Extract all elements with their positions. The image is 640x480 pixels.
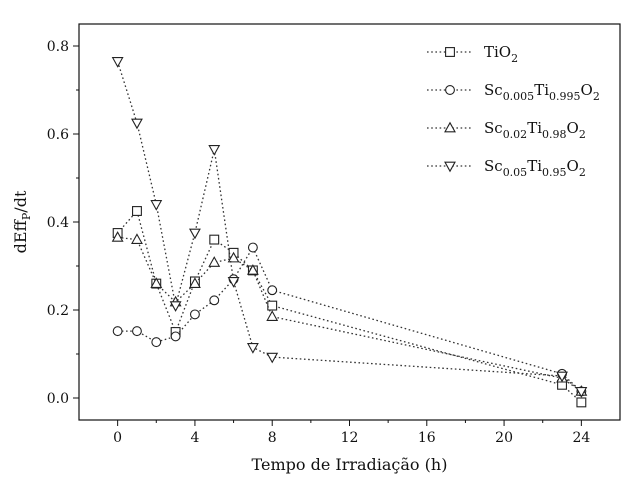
data-point-circle <box>247 242 258 253</box>
data-point-square <box>209 234 220 245</box>
series-line <box>117 236 582 392</box>
legend-entry: TiO2 <box>427 43 518 65</box>
legend-label-part: 0.95 <box>542 166 567 179</box>
data-point-triangle-up <box>188 277 201 288</box>
series-3 <box>111 57 588 398</box>
data-point-circle <box>151 337 162 348</box>
legend-label-part: 0.05 <box>503 166 528 179</box>
series-0 <box>112 206 587 408</box>
data-point-circle <box>189 309 200 320</box>
series-line <box>117 246 582 392</box>
y-tick-label: 0.6 <box>47 127 69 143</box>
data-point-square <box>267 300 278 311</box>
x-tick-label: 8 <box>268 430 277 446</box>
legend-label-part: 2 <box>593 90 600 103</box>
data-point-triangle-up <box>444 121 456 133</box>
series-line <box>116 61 582 392</box>
legend-label-part: Sc <box>484 119 503 137</box>
x-tick-label: 16 <box>418 430 436 446</box>
data-point-triangle-down <box>150 200 163 211</box>
legend-label-part: Ti <box>534 81 549 99</box>
legend-label: Sc0.02Ti0.98O2 <box>484 119 586 141</box>
data-point-circle <box>267 285 278 296</box>
y-axis-title-subscript: P <box>20 212 33 220</box>
x-tick-label: 24 <box>572 430 590 446</box>
legend-label-part: 2 <box>579 166 586 179</box>
data-point-circle <box>112 326 123 337</box>
x-tick-label: 0 <box>113 430 122 446</box>
y-tick-label: 0.2 <box>47 303 69 319</box>
data-point-triangle-down <box>111 57 124 68</box>
y-tick-label: 0.0 <box>47 391 69 407</box>
data-point-circle <box>170 331 181 342</box>
data-point-triangle-down <box>444 161 456 173</box>
legend-label-part: O <box>567 119 579 137</box>
y-tick-label: 0.4 <box>47 215 69 231</box>
series-layer <box>111 57 588 408</box>
axes: 0 4 8 12 16 20 24 0.0 0.2 0.4 0.6 0.8 <box>47 23 621 446</box>
series-2 <box>111 231 588 396</box>
legend-entry: Sc0.02Ti0.98O2 <box>427 119 586 141</box>
data-point-triangle-up <box>131 233 143 244</box>
legend-label-part: 2 <box>579 128 586 141</box>
data-point-triangle-up <box>266 310 279 321</box>
legend-label: Sc0.005Ti0.995O2 <box>484 81 600 103</box>
data-point-triangle-up <box>150 277 163 288</box>
legend-label-part: Ti <box>527 119 542 137</box>
data-point-triangle-down <box>246 343 259 354</box>
data-point-triangle-down <box>188 228 201 240</box>
legend-label-part: 0.98 <box>542 128 567 141</box>
data-point-triangle-down <box>208 145 221 156</box>
legend: TiO2Sc0.005Ti0.995O2Sc0.02Ti0.98O2Sc0.05… <box>427 43 600 179</box>
data-point-triangle-down <box>575 387 588 398</box>
legend-label-part: Sc <box>484 157 503 175</box>
legend-label-part: 0.005 <box>503 90 535 103</box>
data-point-circle <box>209 295 220 306</box>
legend-label-part: TiO <box>484 43 511 61</box>
data-point-triangle-down <box>556 371 568 383</box>
data-point-triangle-down <box>169 301 182 312</box>
legend-label-part: Ti <box>527 157 542 175</box>
y-axis-title-suffix: /dt <box>11 190 30 213</box>
legend-label-part: O <box>581 81 593 99</box>
legend-label-part: 0.02 <box>503 128 528 141</box>
x-axis-title: Tempo de Irradiação (h) <box>252 455 448 474</box>
legend-label: TiO2 <box>484 43 518 65</box>
legend-label-part: 0.995 <box>549 90 581 103</box>
legend-label-part: Sc <box>484 81 503 99</box>
y-axis-title: dEffP/dt <box>11 190 33 253</box>
data-point-square <box>445 47 455 57</box>
x-tick-label: 12 <box>341 430 359 446</box>
x-tick-label: 20 <box>495 430 513 446</box>
series-line <box>117 209 582 403</box>
data-point-circle <box>132 326 142 337</box>
data-point-square <box>132 206 142 216</box>
data-point-triangle-up <box>111 231 124 242</box>
y-tick-label: 0.8 <box>47 39 69 55</box>
legend-entry: Sc0.05Ti0.95O2 <box>427 157 586 179</box>
legend-label: Sc0.05Ti0.95O2 <box>484 157 586 179</box>
legend-entry: Sc0.005Ti0.995O2 <box>427 81 600 103</box>
x-tick-label: 4 <box>190 430 199 446</box>
y-axis-title-main: dEff <box>11 218 30 253</box>
data-point-triangle-up <box>208 256 221 267</box>
data-point-square <box>576 397 587 408</box>
data-point-circle <box>445 85 455 95</box>
legend-label-part: 2 <box>511 52 518 65</box>
data-point-triangle-up <box>227 251 240 263</box>
data-point-triangle-down <box>266 352 279 364</box>
legend-label-part: O <box>567 157 579 175</box>
data-point-triangle-up <box>246 264 259 275</box>
data-point-triangle-down <box>131 118 143 130</box>
data-point-triangle-down <box>227 277 240 288</box>
